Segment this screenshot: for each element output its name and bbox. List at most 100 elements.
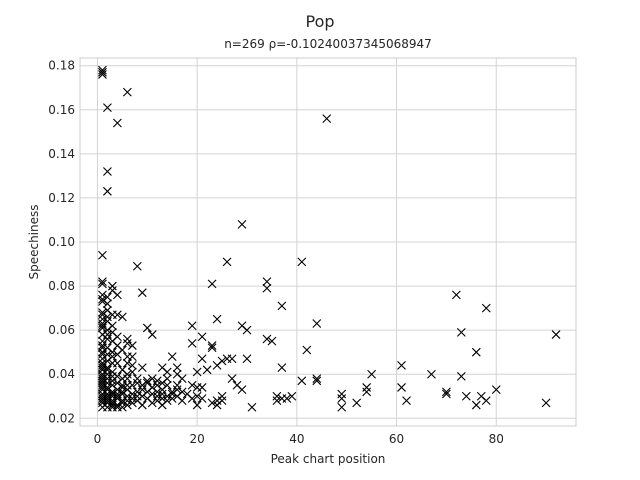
data-point-marker <box>122 374 132 384</box>
data-point-marker <box>98 67 107 77</box>
y-tick-label: 0.04 <box>48 367 75 381</box>
data-point-marker <box>312 319 322 328</box>
x-tick-labels: 0 20 40 60 80 <box>94 432 504 446</box>
data-point-marker <box>112 341 122 350</box>
data-point-marker <box>103 186 112 196</box>
data-point-marker <box>207 398 217 408</box>
data-point-marker <box>112 400 122 410</box>
data-point-marker <box>192 391 202 401</box>
data-point-marker <box>297 257 307 267</box>
chart-subtitle: n=269 ρ=-0.10240037345068947 <box>224 37 432 51</box>
data-point-marker <box>98 290 107 300</box>
data-point-marker <box>471 347 481 357</box>
data-point-marker <box>461 391 471 401</box>
data-point-marker <box>98 279 107 289</box>
data-point-marker <box>456 327 466 337</box>
data-point-marker <box>242 325 252 335</box>
data-point-marker <box>471 400 481 410</box>
data-point-marker <box>112 358 122 368</box>
data-point-marker <box>481 303 491 313</box>
data-point-marker <box>442 387 451 397</box>
x-tick-label: 60 <box>389 432 404 446</box>
plot-frame <box>79 57 577 427</box>
data-point-marker <box>127 361 137 370</box>
data-point-marker <box>98 65 107 75</box>
data-point-marker <box>127 389 137 399</box>
y-tick-label: 0.06 <box>48 323 75 337</box>
data-point-marker <box>451 290 461 300</box>
data-point-marker <box>103 292 112 302</box>
data-point-marker <box>267 336 277 346</box>
data-point-marker <box>277 363 287 372</box>
data-point-marker <box>137 400 147 410</box>
data-point-marker <box>312 374 322 384</box>
data-point-marker <box>103 383 112 392</box>
data-point-marker <box>132 261 142 271</box>
data-point-marker <box>397 383 406 392</box>
data-point-marker <box>427 369 436 379</box>
data-point-marker <box>262 334 272 344</box>
data-point-marker <box>237 219 247 229</box>
data-point-marker <box>192 400 202 410</box>
data-point-marker <box>187 380 197 390</box>
data-point-marker <box>187 321 197 331</box>
data-point-marker <box>137 288 147 298</box>
data-point-marker <box>272 396 282 406</box>
data-point-marker <box>98 319 107 328</box>
data-point-marker <box>212 400 222 410</box>
data-point-marker <box>272 391 282 401</box>
data-point-marker <box>207 343 217 353</box>
data-point-marker <box>367 369 377 379</box>
data-point-marker <box>103 396 112 406</box>
data-point-marker <box>127 367 137 377</box>
data-point-marker <box>108 398 117 408</box>
y-tick-label: 0.14 <box>48 147 75 161</box>
data-point-marker <box>312 376 322 386</box>
data-point-marker <box>103 334 112 344</box>
data-point-marker <box>227 374 237 384</box>
data-point-marker <box>98 341 107 350</box>
data-point-marker <box>157 394 167 403</box>
x-tick-label: 0 <box>94 432 102 446</box>
data-point-marker <box>122 334 132 344</box>
data-point-marker <box>117 383 127 392</box>
x-tick-label: 80 <box>489 432 504 446</box>
chart-title: Pop <box>305 12 334 31</box>
data-point-marker <box>247 402 257 412</box>
data-point-marker <box>197 354 207 364</box>
data-point-marker <box>152 376 162 386</box>
data-point-marker <box>122 87 132 97</box>
y-axis-label: Speechiness <box>27 204 41 279</box>
data-point-marker <box>212 361 222 370</box>
data-point-marker <box>237 385 247 395</box>
data-point-marker <box>167 352 177 361</box>
data-point-marker <box>103 305 112 315</box>
data-point-marker <box>122 400 132 410</box>
data-point-marker <box>362 383 372 392</box>
data-point-marker <box>197 383 207 392</box>
data-point-marker <box>222 257 232 267</box>
data-point-marker <box>137 363 147 372</box>
data-point-marker <box>142 323 152 333</box>
data-point-marker <box>117 312 127 322</box>
data-point-marker <box>98 358 107 368</box>
data-point-marker <box>98 380 107 390</box>
data-point-marker <box>551 330 561 339</box>
data-points <box>98 65 561 412</box>
data-point-marker <box>103 167 112 176</box>
data-point-marker <box>337 402 347 412</box>
data-point-marker <box>98 336 107 346</box>
y-tick-label: 0.02 <box>48 411 75 425</box>
data-point-marker <box>402 396 411 406</box>
data-point-marker <box>98 314 107 324</box>
data-point-marker <box>98 354 107 364</box>
data-point-marker <box>127 398 137 408</box>
x-axis-label: Peak chart position <box>271 452 386 466</box>
data-point-marker <box>262 277 272 287</box>
data-point-marker <box>187 394 197 403</box>
data-point-marker <box>227 354 237 364</box>
data-point-marker <box>212 314 222 324</box>
data-point-marker <box>481 396 491 406</box>
data-point-marker <box>98 349 107 359</box>
